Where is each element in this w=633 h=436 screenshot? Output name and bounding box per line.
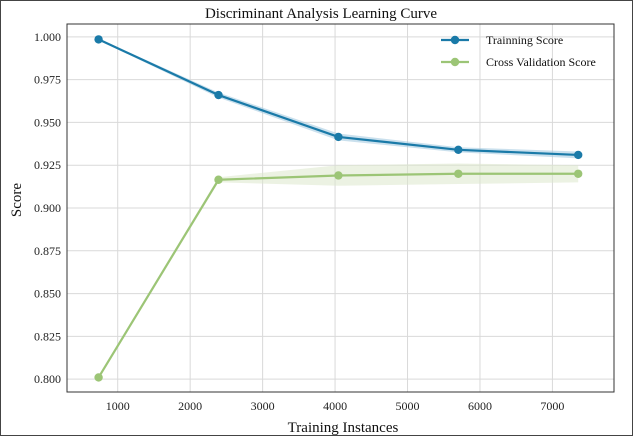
training-score-point [214,90,223,100]
x-tick-label: 2000 [178,399,202,413]
y-tick-label: 0.950 [34,115,61,129]
chart-title: Discriminant Analysis Learning Curve [205,6,437,22]
plot-frame [66,23,615,393]
legend-training-label: Trainning Score [486,33,563,47]
validation-score-point [214,175,223,184]
tick-labels: 1000 2000 3000 4000 5000 6000 7000 0.800 0.825 0.… [34,30,564,413]
x-tick-label: 5000 [396,399,420,413]
y-axis-title: Score [9,183,25,217]
grid [67,24,614,392]
y-tick-label: 1.000 [34,30,61,44]
validation-score-point [454,169,463,178]
x-tick-label: 7000 [540,399,564,413]
validation-score-point [574,169,583,178]
y-tick-label: 0.800 [34,372,61,386]
training-score-point [334,132,343,142]
y-tick-label: 0.925 [34,158,61,172]
x-tick-label: 6000 [468,399,492,413]
x-tick-label: 4000 [323,399,347,413]
x-tick-label: 3000 [251,399,275,413]
x-tick-label: 1000 [106,399,130,413]
legend-validation-marker [450,57,460,67]
y-tick-label: 0.875 [34,244,61,258]
series-points [94,35,583,382]
training-score-point [454,145,463,155]
legend: Trainning Score Cross Validation Score [441,33,596,69]
y-tick-label: 0.975 [34,73,61,87]
legend-validation-label: Cross Validation Score [486,55,596,69]
validation-score-point [94,373,103,382]
training-score-point [574,150,583,160]
training-score-point [94,35,103,44]
y-tick-label: 0.900 [34,201,61,215]
x-axis-title: Training Instances [288,420,399,436]
y-tick-label: 0.850 [34,287,61,301]
validation-score-point [334,171,343,180]
y-tick-label: 0.825 [34,329,61,343]
legend-training-marker [450,35,460,45]
